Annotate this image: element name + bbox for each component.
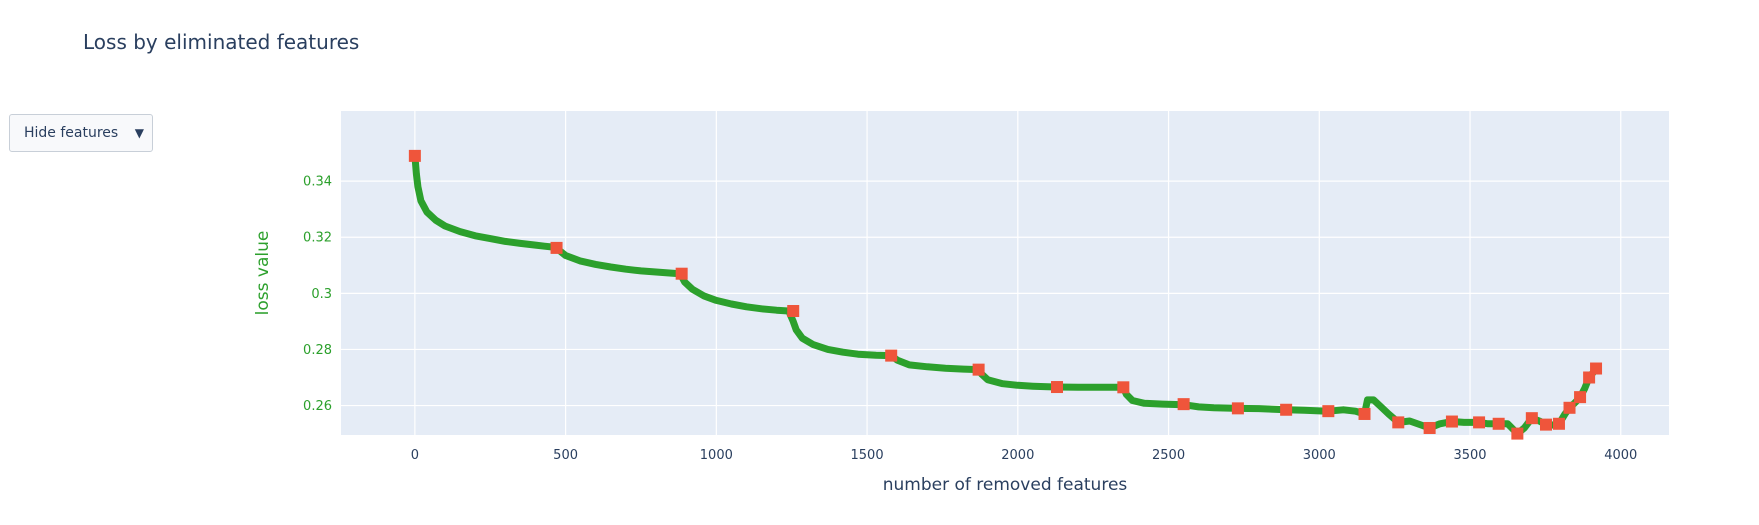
y-tick-label: 0.34 [303, 175, 332, 190]
x-tick-label: 500 [553, 448, 578, 463]
y-tick-labels: 0.26 0.28 0.3 0.32 0.34 [303, 175, 332, 414]
data-point-marker [1473, 416, 1486, 429]
triangle-down-icon: ▼ [134, 126, 144, 140]
x-tick-label: 3000 [1303, 448, 1336, 463]
data-point-marker [1322, 405, 1335, 418]
x-tick-label: 3500 [1453, 448, 1486, 463]
x-axis-label: number of removed features [883, 475, 1128, 495]
data-point-marker [885, 349, 898, 362]
chart-title: Loss by eliminated features [83, 30, 360, 54]
x-tick-label: 1000 [700, 448, 733, 463]
y-tick-label: 0.28 [303, 343, 332, 358]
y-tick-label: 0.3 [311, 287, 332, 302]
data-point-marker [1574, 391, 1587, 404]
data-point-marker [408, 149, 421, 162]
data-point-marker [1358, 407, 1371, 420]
x-tick-label: 4000 [1604, 448, 1637, 463]
data-point-marker [1392, 416, 1405, 429]
data-point-marker [1423, 421, 1436, 434]
x-tick-label: 0 [411, 448, 419, 463]
hide-features-dropdown[interactable]: Hide features ▼ [9, 114, 153, 152]
data-point-marker [675, 267, 688, 280]
y-axis-label: loss value [253, 231, 273, 316]
data-point-marker [1051, 381, 1064, 394]
data-point-marker [1492, 417, 1505, 430]
x-tick-labels: 0 500 1000 1500 2000 2500 3000 3500 4000 [411, 448, 1638, 463]
data-point-marker [1117, 381, 1130, 394]
data-point-marker [1539, 418, 1552, 431]
data-point-marker [1511, 427, 1524, 440]
data-point-marker [550, 241, 563, 254]
data-point-marker [1552, 417, 1565, 430]
data-point-marker [1280, 403, 1293, 416]
data-point-marker [1590, 362, 1603, 375]
x-tick-label: 1500 [851, 448, 884, 463]
series-markers [408, 149, 1603, 440]
x-tick-label: 2000 [1001, 448, 1034, 463]
data-point-marker [1525, 412, 1538, 425]
data-point-marker [1445, 415, 1458, 428]
y-tick-label: 0.26 [303, 399, 332, 414]
data-point-marker [1177, 398, 1190, 411]
y-tick-label: 0.32 [303, 231, 332, 246]
data-point-marker [1563, 401, 1576, 414]
data-point-marker [787, 305, 800, 318]
dropdown-label: Hide features [24, 125, 119, 141]
data-point-marker [1231, 402, 1244, 415]
x-tick-label: 2500 [1152, 448, 1185, 463]
data-point-marker [972, 363, 985, 376]
